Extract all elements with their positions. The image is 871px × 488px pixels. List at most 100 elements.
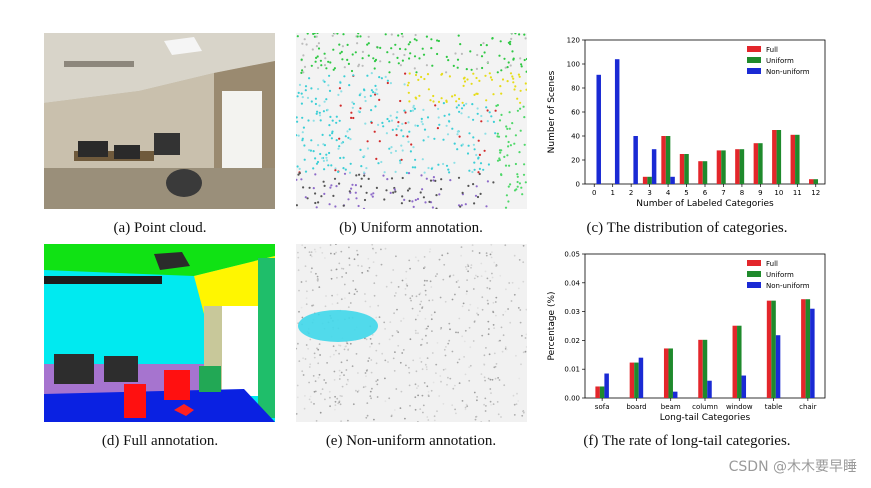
point [376,92,379,96]
point [402,317,405,320]
point [325,156,328,159]
point [525,308,527,311]
point [448,113,451,116]
point [339,52,342,55]
point [459,205,462,208]
point [472,136,475,139]
point [401,195,404,198]
point [324,305,327,308]
point [322,159,325,162]
point [488,353,491,356]
point [481,66,484,70]
point [389,321,392,323]
point [403,83,406,86]
point [516,97,519,100]
point [309,363,312,366]
point [408,384,411,387]
point [478,172,481,176]
point [381,352,384,355]
caption-c: (c) The distribution of categories. [586,220,788,236]
point [507,145,510,148]
point [464,266,467,268]
point [462,84,465,87]
point [397,125,400,128]
point [342,156,345,159]
point [302,357,304,360]
point [315,272,317,275]
point [441,254,444,257]
point [364,99,367,103]
point [402,135,405,138]
point [368,266,371,269]
point [519,89,522,92]
point [350,69,354,73]
point [448,75,451,78]
point [323,100,326,103]
point [480,262,483,265]
point [494,365,497,368]
point [412,106,415,109]
point [500,416,502,418]
point [390,146,393,149]
point [452,387,455,390]
point [347,62,350,65]
point [319,152,322,156]
point [338,43,341,46]
point [306,197,309,200]
point [425,177,428,180]
x-tick-label: column [692,403,718,411]
point [445,99,448,102]
point [507,185,510,188]
point [472,340,475,342]
point [442,102,445,105]
point [298,83,302,86]
point [316,110,319,113]
point [516,392,518,395]
point [366,74,369,77]
point [448,171,451,174]
point [298,360,301,362]
point [491,276,494,279]
point [485,106,488,109]
point [516,180,519,184]
point [420,120,423,123]
point [365,338,368,341]
point [437,107,440,110]
point [342,267,345,270]
point [347,419,349,422]
point [371,195,374,198]
point [509,72,513,75]
point [359,185,363,188]
point [408,259,411,262]
point [474,194,478,197]
point [449,179,452,182]
point [406,189,410,192]
point [424,289,427,292]
point [509,144,512,147]
point [296,396,299,399]
point [404,293,407,296]
point [301,96,304,99]
point [460,112,463,115]
point [415,71,418,74]
point [392,357,395,360]
point [481,296,484,299]
point [365,167,368,170]
point [308,149,311,152]
point [478,252,481,254]
point [340,90,343,93]
point [329,186,332,189]
point [496,159,500,162]
point [522,411,525,414]
point [497,377,499,379]
point [353,258,356,261]
point [332,345,335,348]
point [348,190,351,193]
point [325,295,327,297]
point [341,58,344,61]
point [451,350,454,353]
point [396,308,398,311]
point [304,395,306,397]
point [296,347,298,350]
point [427,88,430,91]
